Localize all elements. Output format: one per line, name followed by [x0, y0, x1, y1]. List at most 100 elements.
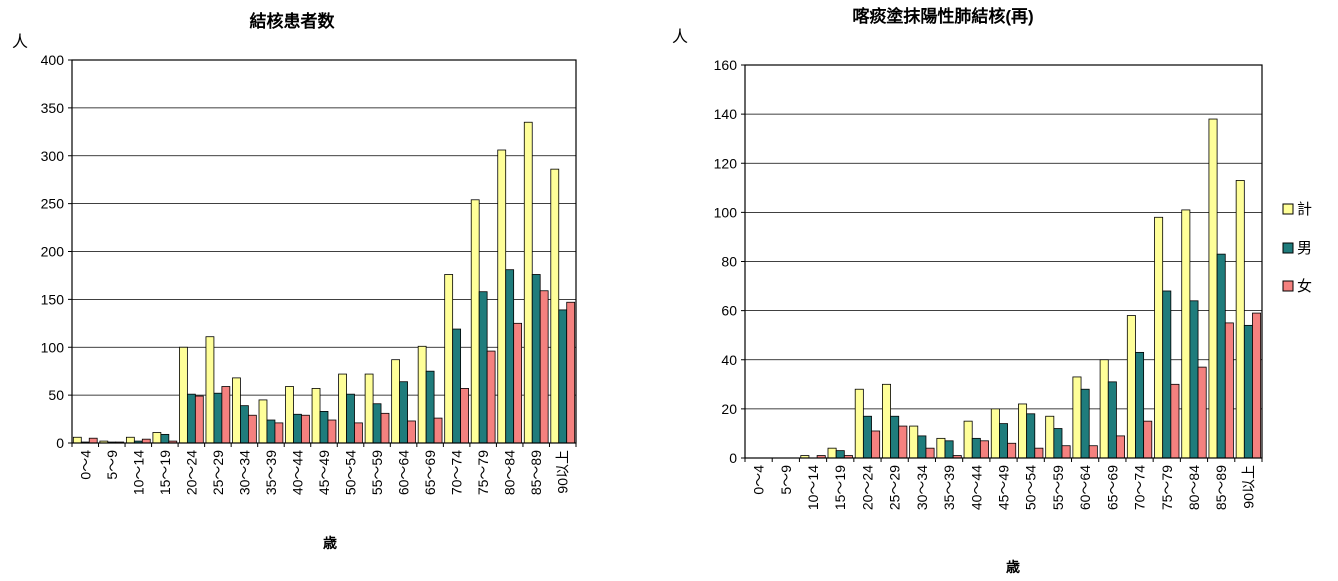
- bar-series0-cat4: [179, 346, 188, 444]
- bar-series2-cat6: [925, 447, 935, 459]
- x-tick-label: 25～29: [887, 465, 903, 510]
- bar-series1-cat14: [452, 328, 462, 444]
- bar-series1-cat7: [266, 419, 276, 444]
- x-tick-label: 20～24: [183, 450, 199, 495]
- x-tick-label: 85～89: [1213, 465, 1229, 510]
- y-tick-label: 160: [714, 57, 738, 73]
- bar-series2-cat13: [1116, 435, 1125, 459]
- bar-series0-cat3: [152, 432, 162, 444]
- bar-series0-cat2: [125, 436, 135, 444]
- x-tick-label: 75～79: [475, 450, 491, 495]
- bar-series1-cat9: [999, 423, 1008, 459]
- bar-series2-cat8: [301, 414, 310, 444]
- bar-series0-cat15: [470, 199, 480, 444]
- bar-series0-cat6: [232, 377, 241, 444]
- y-tick-label: 20: [721, 401, 737, 417]
- bar-series0-cat3: [827, 447, 837, 459]
- bar-series2-cat4: [871, 430, 881, 459]
- legend-label: 男: [1297, 240, 1312, 257]
- x-tick-label: 0～4: [751, 465, 767, 495]
- bar-series0-cat13: [417, 345, 427, 444]
- x-tick-label: 80～84: [502, 450, 518, 495]
- y-tick-label: 120: [714, 155, 738, 171]
- x-tick-label: 35～39: [263, 450, 279, 495]
- bar-series1-cat15: [1162, 290, 1172, 459]
- bar-series0-cat6: [909, 425, 919, 459]
- bar-series1-cat6: [240, 405, 249, 444]
- bar-series0-cat8: [963, 420, 973, 459]
- bar-series1-cat10: [346, 393, 355, 444]
- bar-series0-cat10: [1018, 403, 1028, 459]
- bar-series2-cat9: [327, 419, 337, 444]
- bar-series1-cat17: [531, 274, 541, 444]
- bar-series2-cat17: [539, 290, 549, 444]
- bar-series0-cat16: [497, 149, 507, 444]
- x-tick-label: 60～64: [1077, 465, 1093, 510]
- x-tick-label: 85～89: [528, 450, 544, 495]
- bar-series2-cat6: [247, 414, 257, 444]
- bar-series1-cat11: [372, 403, 382, 444]
- bar-series2-cat16: [513, 322, 523, 444]
- bar-series0-cat14: [1126, 315, 1136, 459]
- bar-series2-cat10: [1034, 447, 1044, 459]
- x-tick-label: 0～4: [77, 450, 93, 480]
- x-tick-label: 30～34: [236, 450, 252, 495]
- legend-label: 女: [1297, 277, 1312, 295]
- bar-series2-cat4: [194, 395, 204, 444]
- x-tick-label: 30～34: [914, 465, 930, 510]
- x-tick-label: 40～44: [289, 450, 305, 495]
- x-tick-label: 70～74: [449, 450, 465, 495]
- x-tick-label: 40～44: [968, 465, 984, 510]
- bar-series0-cat15: [1154, 216, 1164, 459]
- bar-series2-cat12: [1088, 445, 1098, 459]
- x-axis-label: 歳: [1006, 559, 1020, 575]
- bar-series1-cat4: [186, 393, 196, 444]
- bar-series1-cat9: [319, 411, 329, 444]
- bar-series0-cat9: [990, 408, 1000, 459]
- bar-series1-cat12: [1080, 388, 1090, 459]
- bar-series1-cat8: [971, 437, 981, 459]
- x-tick-label: 65～69: [422, 450, 438, 495]
- bar-series2-cat9: [1007, 442, 1017, 459]
- bar-series0-cat11: [364, 373, 374, 444]
- y-tick-label: 100: [41, 339, 65, 355]
- x-tick-label: 90以上: [555, 450, 571, 494]
- x-tick-label: 15～19: [157, 450, 173, 495]
- x-tick-label: 35～39: [941, 465, 957, 510]
- y-tick-label: 40: [721, 352, 737, 368]
- bar-series1-cat15: [478, 291, 488, 444]
- x-tick-label: 25～29: [210, 450, 226, 495]
- bar-series0-cat17: [523, 121, 533, 444]
- bar-series1-cat8: [293, 413, 302, 444]
- bar-series0-cat12: [1072, 376, 1082, 459]
- y-tick-label: 350: [41, 100, 65, 116]
- x-axis-label: 歳: [323, 535, 337, 551]
- y-tick-label: 200: [41, 244, 65, 260]
- bar-series1-cat3: [160, 433, 170, 444]
- bar-series2-cat16: [1197, 366, 1207, 459]
- x-tick-label: 80～84: [1186, 465, 1202, 510]
- bar-series1-cat3: [835, 450, 845, 459]
- bar-series2-cat14: [460, 388, 469, 444]
- x-tick-label: 65～69: [1104, 465, 1120, 510]
- y-tick-label: 150: [41, 291, 65, 307]
- x-tick-label: 10～14: [805, 465, 821, 510]
- bar-series1-cat16: [1189, 300, 1199, 459]
- bar-series2-cat18: [1252, 312, 1262, 459]
- y-tick-label: 400: [41, 52, 65, 68]
- bar-series0-cat4: [854, 388, 864, 459]
- x-tick-label: 50～54: [1023, 465, 1039, 510]
- x-tick-label: 20～24: [859, 465, 875, 510]
- bar-series2-cat15: [486, 350, 496, 444]
- x-tick-label: 90以上: [1240, 465, 1256, 509]
- bar-series1-cat13: [425, 370, 435, 444]
- bar-series0-cat18: [550, 168, 560, 444]
- bar-series0-cat12: [391, 359, 401, 444]
- chart-title: 喀痰塗抹陽性肺結核(再): [852, 6, 1033, 26]
- y-tick-label: 300: [41, 148, 65, 164]
- plot-frame: [744, 64, 1263, 459]
- y-axis-unit-label: 人: [672, 28, 688, 46]
- y-tick-label: 100: [714, 204, 738, 220]
- bar-series0-cat5: [882, 383, 891, 459]
